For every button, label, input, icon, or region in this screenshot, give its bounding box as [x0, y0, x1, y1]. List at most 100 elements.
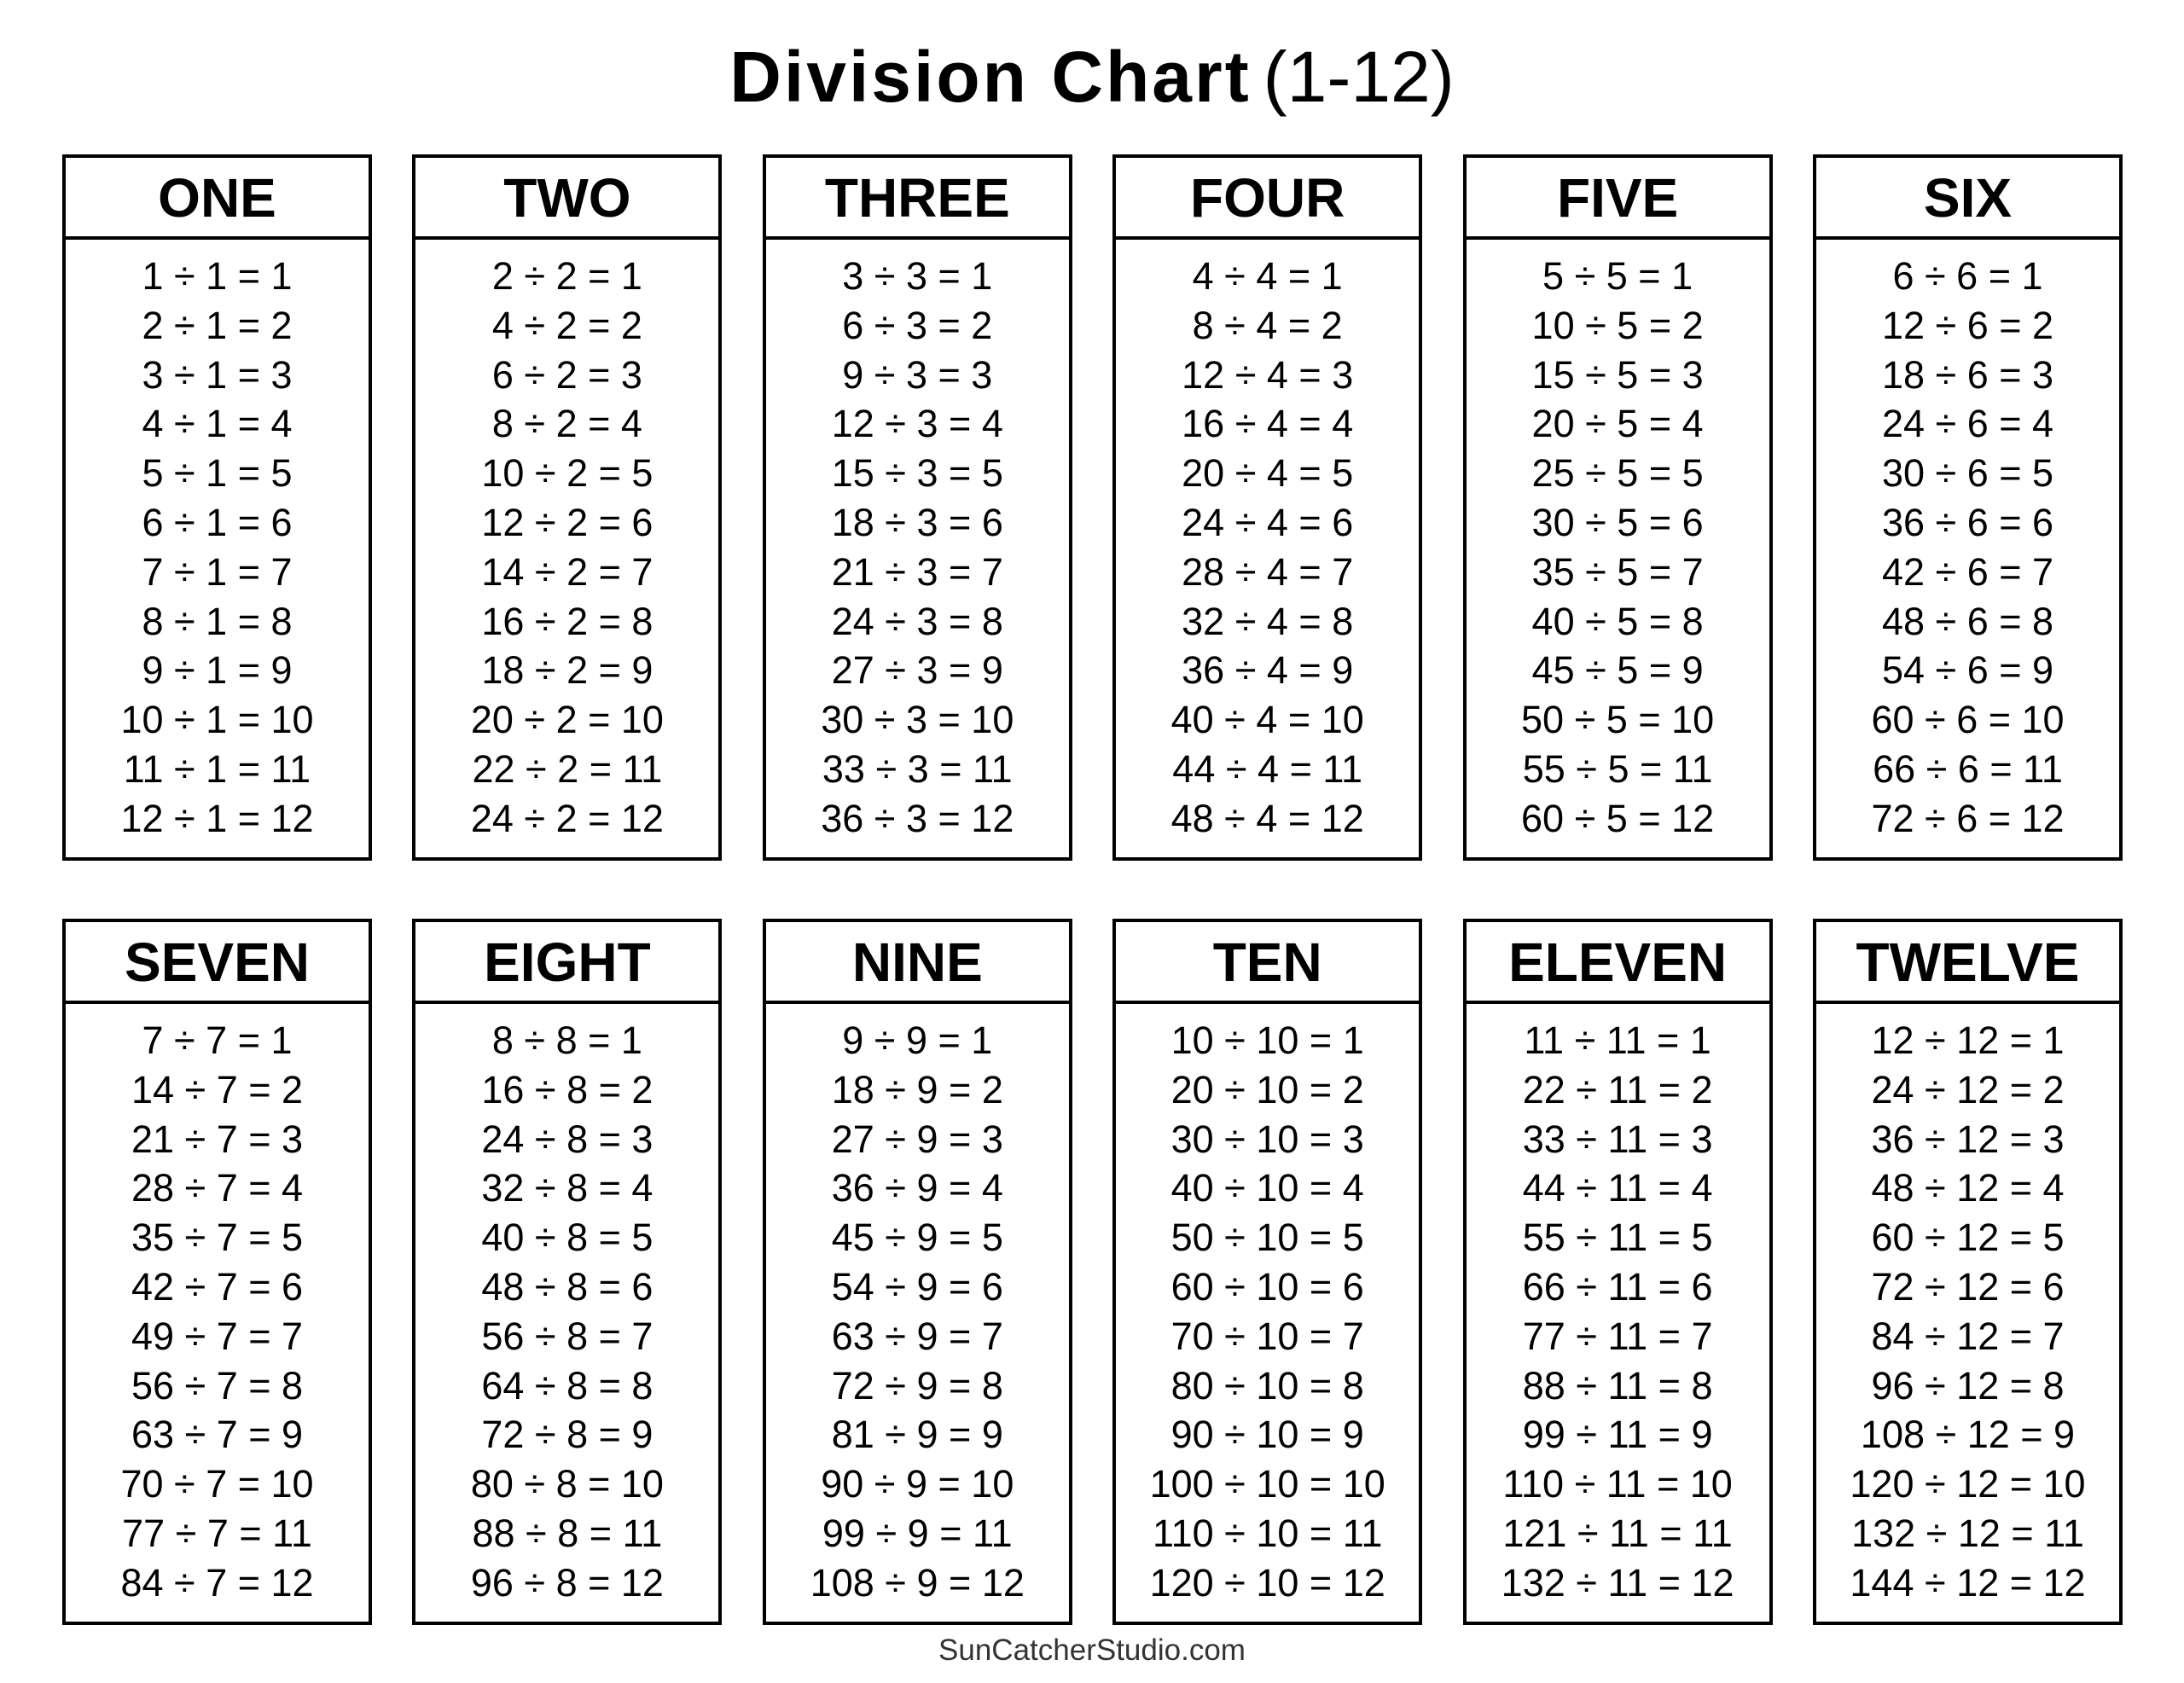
- equation-row: 90 ÷ 10 = 9: [1170, 1413, 1364, 1457]
- equation-row: 120 ÷ 10 = 12: [1149, 1560, 1385, 1605]
- equation-list: 9 ÷ 9 = 1 18 ÷ 9 = 2 27 ÷ 9 = 3 36 ÷ 9 = 4 4…: [766, 1004, 1069, 1608]
- equation-row: 9 ÷ 9 = 1: [842, 1019, 993, 1062]
- table-heading: ELEVEN: [1466, 922, 1769, 1004]
- equation-row: 12 ÷ 12 = 1: [1871, 1019, 2065, 1062]
- equation-row: 96 ÷ 8 = 12: [470, 1560, 664, 1605]
- equation-row: 20 ÷ 5 = 4: [1531, 402, 1704, 446]
- table-heading: FIVE: [1466, 158, 1769, 240]
- equation-row: 56 ÷ 7 = 8: [131, 1363, 304, 1407]
- equation-row: 50 ÷ 5 = 10: [1521, 698, 1715, 742]
- equation-row: 49 ÷ 7 = 7: [131, 1314, 304, 1358]
- table-heading: SEVEN: [66, 922, 369, 1004]
- division-table-six: SIX 6 ÷ 6 = 1 12 ÷ 6 = 2 18 ÷ 6 = 3 24 ÷ 6 =…: [1813, 154, 2123, 861]
- equation-row: 36 ÷ 4 = 9: [1182, 648, 1354, 693]
- equation-row: 24 ÷ 6 = 4: [1881, 402, 2054, 446]
- equation-row: 50 ÷ 10 = 5: [1170, 1216, 1364, 1260]
- equation-row: 144 ÷ 12 = 12: [1850, 1560, 2086, 1605]
- equation-row: 32 ÷ 4 = 8: [1182, 599, 1354, 643]
- equation-row: 45 ÷ 5 = 9: [1531, 648, 1704, 693]
- equation-row: 44 ÷ 11 = 4: [1522, 1166, 1713, 1210]
- equation-row: 56 ÷ 8 = 7: [481, 1314, 653, 1358]
- equation-row: 120 ÷ 12 = 10: [1850, 1462, 2086, 1506]
- equation-row: 10 ÷ 1 = 10: [120, 698, 314, 742]
- equation-row: 42 ÷ 6 = 7: [1881, 549, 2054, 594]
- table-heading: TWELVE: [1816, 922, 2119, 1004]
- division-table-two: TWO 2 ÷ 2 = 1 4 ÷ 2 = 2 6 ÷ 2 = 3 8 ÷ 2 = 4 1…: [412, 154, 723, 861]
- table-heading: TEN: [1116, 922, 1420, 1004]
- equation-row: 6 ÷ 3 = 2: [842, 303, 993, 347]
- equation-row: 132 ÷ 11 = 12: [1501, 1560, 1734, 1605]
- equation-row: 7 ÷ 1 = 7: [142, 549, 293, 594]
- equation-row: 63 ÷ 7 = 9: [131, 1413, 304, 1457]
- equation-row: 88 ÷ 8 = 11: [472, 1511, 663, 1555]
- equation-row: 35 ÷ 7 = 5: [131, 1216, 304, 1260]
- division-table-eleven: ELEVEN 11 ÷ 11 = 1 22 ÷ 11 = 2 33 ÷ 11 = 3 4…: [1462, 919, 1773, 1625]
- equation-row: 12 ÷ 1 = 12: [120, 796, 314, 840]
- equation-row: 24 ÷ 2 = 12: [470, 796, 664, 840]
- equation-row: 15 ÷ 5 = 3: [1531, 352, 1704, 397]
- equation-row: 12 ÷ 2 = 6: [481, 500, 653, 544]
- division-table-ten: TEN 10 ÷ 10 = 1 20 ÷ 10 = 2 30 ÷ 10 = 3 40 ÷…: [1112, 919, 1423, 1625]
- equation-row: 55 ÷ 5 = 11: [1522, 746, 1713, 791]
- title-range: (1-12): [1263, 37, 1455, 117]
- equation-row: 99 ÷ 11 = 9: [1522, 1413, 1713, 1457]
- equation-row: 54 ÷ 9 = 6: [831, 1264, 1003, 1309]
- equation-row: 132 ÷ 12 = 11: [1851, 1511, 2084, 1555]
- equation-row: 9 ÷ 3 = 3: [842, 352, 993, 397]
- equation-row: 60 ÷ 12 = 5: [1871, 1216, 2065, 1260]
- table-heading: FOUR: [1116, 158, 1420, 240]
- equation-row: 10 ÷ 10 = 1: [1170, 1019, 1364, 1062]
- equation-row: 18 ÷ 9 = 2: [831, 1067, 1003, 1111]
- equation-row: 33 ÷ 11 = 3: [1522, 1117, 1713, 1161]
- equation-row: 18 ÷ 2 = 9: [481, 648, 653, 693]
- equation-row: 20 ÷ 2 = 10: [470, 698, 664, 742]
- equation-row: 9 ÷ 1 = 9: [142, 648, 293, 693]
- equation-row: 20 ÷ 10 = 2: [1170, 1067, 1364, 1111]
- equation-row: 84 ÷ 7 = 12: [120, 1560, 314, 1605]
- equation-row: 70 ÷ 7 = 10: [120, 1462, 314, 1506]
- equation-list: 7 ÷ 7 = 1 14 ÷ 7 = 2 21 ÷ 7 = 3 28 ÷ 7 = 4 3…: [66, 1004, 369, 1608]
- equation-row: 20 ÷ 4 = 5: [1182, 451, 1354, 496]
- equation-row: 27 ÷ 3 = 9: [831, 648, 1003, 693]
- equation-row: 48 ÷ 12 = 4: [1871, 1166, 2065, 1210]
- equation-row: 24 ÷ 8 = 3: [481, 1117, 653, 1161]
- equation-row: 90 ÷ 9 = 10: [821, 1462, 1014, 1506]
- equation-row: 24 ÷ 12 = 2: [1871, 1067, 2065, 1111]
- equation-row: 22 ÷ 2 = 11: [472, 746, 663, 791]
- equation-row: 30 ÷ 5 = 6: [1531, 500, 1704, 544]
- table-heading: ONE: [66, 158, 369, 240]
- equation-row: 8 ÷ 2 = 4: [491, 402, 642, 446]
- equation-row: 64 ÷ 8 = 8: [481, 1363, 653, 1407]
- equation-row: 77 ÷ 11 = 7: [1522, 1314, 1713, 1358]
- equation-row: 66 ÷ 11 = 6: [1522, 1264, 1713, 1309]
- equation-row: 3 ÷ 1 = 3: [142, 352, 293, 397]
- equation-row: 4 ÷ 4 = 1: [1192, 254, 1343, 298]
- division-table-five: FIVE 5 ÷ 5 = 1 10 ÷ 5 = 2 15 ÷ 5 = 3 20 ÷ 5 …: [1462, 154, 1773, 861]
- equation-row: 14 ÷ 7 = 2: [131, 1067, 304, 1111]
- equation-row: 21 ÷ 7 = 3: [131, 1117, 304, 1161]
- equation-row: 7 ÷ 7 = 1: [142, 1019, 293, 1062]
- equation-row: 12 ÷ 3 = 4: [831, 402, 1003, 446]
- equation-row: 36 ÷ 6 = 6: [1881, 500, 2054, 544]
- equation-row: 4 ÷ 1 = 4: [142, 402, 293, 446]
- equation-row: 108 ÷ 9 = 12: [810, 1560, 1025, 1605]
- equation-row: 80 ÷ 10 = 8: [1170, 1363, 1364, 1407]
- equation-list: 8 ÷ 8 = 1 16 ÷ 8 = 2 24 ÷ 8 = 3 32 ÷ 8 = 4 4…: [415, 1004, 718, 1608]
- equation-row: 6 ÷ 1 = 6: [142, 500, 293, 544]
- equation-row: 24 ÷ 3 = 8: [831, 599, 1003, 643]
- equation-row: 48 ÷ 6 = 8: [1881, 599, 2054, 643]
- equation-row: 16 ÷ 2 = 8: [481, 599, 653, 643]
- equation-row: 48 ÷ 4 = 12: [1170, 796, 1364, 840]
- equation-row: 3 ÷ 3 = 1: [842, 254, 993, 298]
- equation-row: 36 ÷ 9 = 4: [831, 1166, 1003, 1210]
- equation-list: 12 ÷ 12 = 1 24 ÷ 12 = 2 36 ÷ 12 = 3 48 ÷ 12…: [1816, 1004, 2119, 1608]
- division-table-three: THREE 3 ÷ 3 = 1 6 ÷ 3 = 2 9 ÷ 3 = 3 12 ÷ 3 =…: [762, 154, 1072, 861]
- equation-row: 2 ÷ 1 = 2: [142, 303, 293, 347]
- equation-row: 40 ÷ 4 = 10: [1170, 698, 1364, 742]
- equation-row: 88 ÷ 11 = 8: [1522, 1363, 1713, 1407]
- equation-row: 77 ÷ 7 = 11: [122, 1511, 312, 1555]
- equation-row: 80 ÷ 8 = 10: [470, 1462, 664, 1506]
- table-heading: EIGHT: [415, 922, 719, 1004]
- equation-row: 28 ÷ 7 = 4: [131, 1166, 304, 1210]
- table-heading: THREE: [765, 158, 1069, 240]
